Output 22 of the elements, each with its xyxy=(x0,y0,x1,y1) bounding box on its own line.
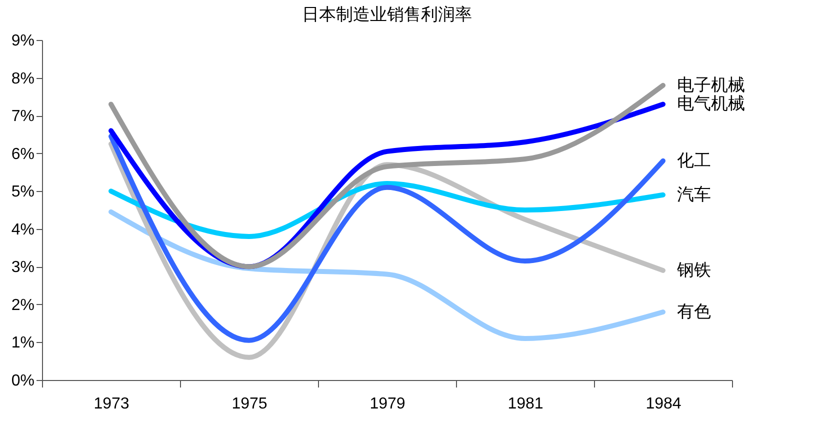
y-tick-label: 7% xyxy=(11,108,34,126)
series-label: 电气机械 xyxy=(677,94,745,114)
y-tick-label: 5% xyxy=(11,184,34,201)
y-tick-label: 4% xyxy=(11,221,34,238)
series-label: 有色 xyxy=(677,302,711,321)
x-tick-label: 1973 xyxy=(94,396,130,412)
series-label: 化工 xyxy=(677,150,711,170)
y-tick-label: 9% xyxy=(11,32,34,50)
series-label: 电子机械 xyxy=(677,75,745,94)
chart-title: 日本制造业销售利润率 xyxy=(302,5,472,24)
x-tick-label: 1981 xyxy=(508,396,544,412)
series-label: 汽车 xyxy=(677,184,711,204)
x-tick-label: 1975 xyxy=(232,396,268,412)
y-tick-label: 0% xyxy=(11,372,34,390)
y-tick-label: 6% xyxy=(11,146,34,163)
x-tick-label: 1984 xyxy=(646,396,682,412)
y-tick-label: 2% xyxy=(11,296,34,314)
series-label: 钢铁 xyxy=(676,260,711,280)
x-tick-label: 1979 xyxy=(370,396,406,412)
y-tick-label: 3% xyxy=(11,259,34,276)
y-tick-label: 1% xyxy=(11,334,34,352)
y-tick-label: 8% xyxy=(11,70,34,88)
